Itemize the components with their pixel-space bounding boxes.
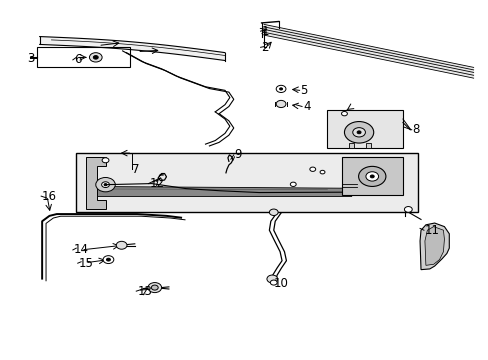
Circle shape (148, 283, 161, 293)
Text: 8: 8 (412, 123, 419, 136)
Circle shape (352, 128, 365, 137)
Text: 5: 5 (300, 84, 307, 97)
Circle shape (270, 280, 277, 285)
Text: 3: 3 (27, 51, 35, 64)
Bar (76, 153, 417, 212)
Circle shape (103, 256, 114, 264)
Circle shape (365, 172, 378, 181)
Circle shape (279, 88, 282, 90)
Circle shape (341, 112, 346, 116)
Text: 13: 13 (137, 285, 152, 298)
Circle shape (89, 53, 102, 62)
Circle shape (309, 167, 315, 171)
Text: 15: 15 (79, 257, 93, 270)
Text: 11: 11 (424, 224, 439, 237)
Circle shape (344, 122, 373, 143)
Polygon shape (88, 186, 351, 197)
Polygon shape (86, 157, 105, 209)
Text: 10: 10 (273, 278, 288, 291)
Polygon shape (264, 24, 473, 78)
Circle shape (96, 177, 115, 192)
Text: 9: 9 (234, 148, 242, 161)
Circle shape (102, 158, 109, 163)
Polygon shape (419, 223, 448, 270)
Circle shape (369, 175, 373, 178)
Text: 14: 14 (74, 243, 89, 256)
Circle shape (269, 209, 278, 216)
Circle shape (404, 207, 411, 212)
Circle shape (358, 166, 385, 186)
Bar (341, 157, 402, 195)
Text: 12: 12 (149, 177, 164, 190)
Polygon shape (40, 37, 224, 60)
Text: 6: 6 (74, 53, 81, 66)
Bar (327, 110, 402, 148)
Text: 2: 2 (261, 41, 268, 54)
Circle shape (102, 182, 109, 188)
Circle shape (276, 100, 285, 108)
Circle shape (276, 85, 285, 93)
Text: 1: 1 (261, 25, 268, 38)
Circle shape (290, 182, 296, 186)
Circle shape (106, 258, 110, 261)
Bar (348, 143, 353, 148)
Circle shape (266, 275, 277, 283)
Text: 4: 4 (303, 100, 310, 113)
Text: 7: 7 (132, 163, 140, 176)
Circle shape (93, 55, 98, 59)
Polygon shape (424, 226, 444, 265)
Text: 16: 16 (42, 190, 57, 203)
Bar (37, 47, 130, 67)
Circle shape (151, 285, 158, 290)
Circle shape (116, 241, 127, 249)
Circle shape (104, 184, 107, 186)
Bar (366, 143, 370, 148)
Circle shape (320, 170, 325, 174)
Circle shape (356, 131, 360, 134)
